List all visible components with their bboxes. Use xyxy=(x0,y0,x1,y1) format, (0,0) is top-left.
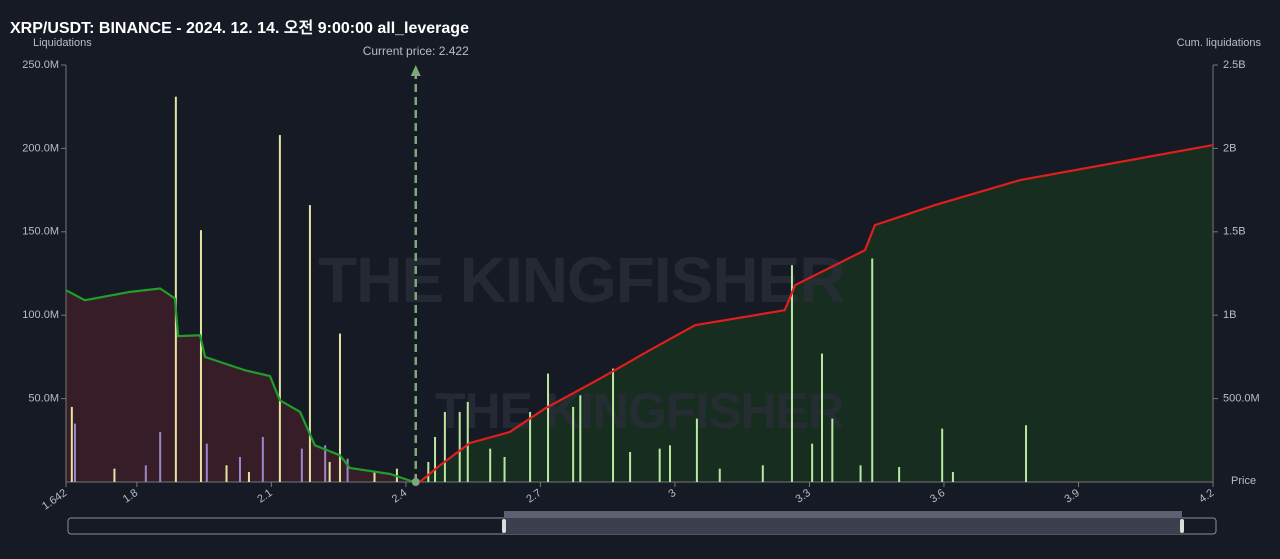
y2-tick-label: 500.0M xyxy=(1223,393,1260,405)
y2-tick-label: 1.5B xyxy=(1223,226,1246,238)
bar xyxy=(328,461,331,482)
bar xyxy=(529,411,532,482)
bar xyxy=(199,230,202,482)
y2-tick-label: 2.5B xyxy=(1223,59,1246,71)
chart-title: XRP/USDT: BINANCE - 2024. 12. 14. 오전 9:0… xyxy=(10,19,469,37)
bar xyxy=(159,431,162,482)
bar xyxy=(941,428,944,482)
current-price-dot xyxy=(411,478,420,486)
y-tick-label: 50.0M xyxy=(28,393,59,405)
bar xyxy=(859,465,862,482)
bar xyxy=(898,466,901,482)
line xyxy=(65,287,415,484)
bar xyxy=(174,96,177,482)
current-price-arrow xyxy=(410,65,421,76)
y-tick-label: 200.0M xyxy=(22,142,59,154)
bar xyxy=(225,465,228,482)
bar xyxy=(466,401,469,482)
bar xyxy=(434,436,437,482)
watermark: THE KINGFISHER xyxy=(435,383,844,439)
bar xyxy=(668,445,671,482)
bar xyxy=(205,443,208,482)
bar xyxy=(612,368,615,482)
bar xyxy=(871,258,874,482)
y2-axis-label: Cum. liquidations xyxy=(1177,37,1262,49)
x-tick-label: 3 xyxy=(666,487,678,500)
bar xyxy=(338,333,341,482)
bar xyxy=(346,458,349,482)
bar xyxy=(718,468,721,482)
y-tick-label: 100.0M xyxy=(22,309,59,321)
bar xyxy=(831,418,834,482)
bar xyxy=(427,461,430,482)
zoom-handle-bar[interactable] xyxy=(504,511,1182,518)
line xyxy=(419,143,1214,483)
bar xyxy=(443,411,446,482)
bar xyxy=(820,353,823,482)
bar xyxy=(73,423,76,482)
y-tick-label: 150.0M xyxy=(22,226,59,238)
bar xyxy=(458,411,461,482)
x-axis-label: Price xyxy=(1231,475,1256,487)
bar xyxy=(658,448,661,482)
y2-tick-label: 1B xyxy=(1223,309,1236,321)
bar xyxy=(811,443,814,482)
y2-tick-label: 2B xyxy=(1223,142,1236,154)
zoom-handle[interactable] xyxy=(1180,519,1184,533)
bar xyxy=(503,456,506,482)
bar xyxy=(238,456,241,482)
bar xyxy=(1025,425,1028,482)
bar xyxy=(247,471,250,482)
bar xyxy=(547,373,550,482)
bar xyxy=(261,436,264,482)
y-tick-label: 250.0M xyxy=(22,59,59,71)
bar xyxy=(278,135,281,482)
bar xyxy=(695,418,698,482)
bar xyxy=(790,265,793,482)
bar xyxy=(489,448,492,482)
zoom-handle[interactable] xyxy=(502,519,506,533)
area xyxy=(419,145,1213,482)
bar xyxy=(300,448,303,482)
current-price-label: Current price: 2.422 xyxy=(363,44,469,58)
bar xyxy=(579,395,582,482)
bar xyxy=(629,451,632,482)
area xyxy=(66,288,414,482)
bar xyxy=(144,465,147,482)
bar xyxy=(373,471,376,482)
bar xyxy=(308,205,311,482)
bar xyxy=(113,468,116,482)
bar xyxy=(324,445,327,482)
zoom-window[interactable] xyxy=(504,518,1182,534)
watermark: THE KINGFISHER xyxy=(318,244,844,316)
bar xyxy=(70,406,73,482)
bar xyxy=(572,406,575,482)
bar xyxy=(951,471,954,482)
bar xyxy=(761,465,764,482)
y-axis-label: Liquidations xyxy=(33,37,92,49)
